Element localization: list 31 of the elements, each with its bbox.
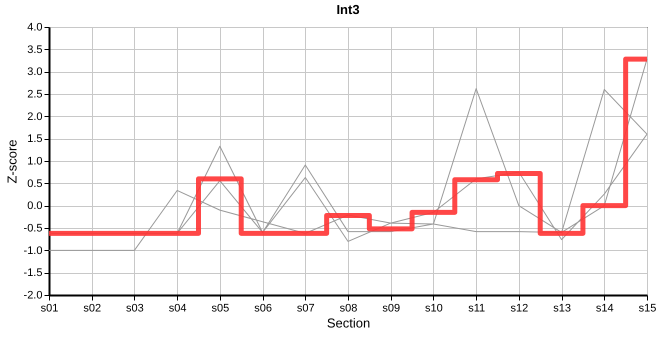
y-tick-label: 4.0 [27,22,42,34]
y-tick-label: -1.0 [24,244,42,257]
x-tick-label: s02 [83,302,102,314]
y-tick-label: -1.5 [24,267,42,280]
y-tick-label: 2.0 [27,110,42,123]
y-tick-label: 3.5 [27,44,42,56]
chart-title: Int3 [336,2,360,17]
x-tick-label: s04 [168,302,187,314]
x-tick-label: s10 [425,302,443,314]
x-tick-label: s15 [638,302,656,314]
x-tick-label: s14 [596,302,614,314]
x-tick-label: s11 [468,302,486,314]
x-tick-label: s01 [40,302,58,314]
y-tick-label: 1.5 [27,133,42,146]
y-tick-label: 0.0 [27,200,42,212]
y-axis-title: Z-score [4,139,20,184]
x-axis-title: Section [326,316,370,330]
x-tick-label: s05 [211,302,230,314]
x-tick-label: s06 [254,302,272,314]
y-tick-label: 0.5 [27,178,42,190]
x-tick-label: s03 [126,302,144,314]
y-tick-label: 2.5 [27,88,42,100]
y-tick-label: -0.5 [24,222,42,234]
x-tick-label: s12 [510,302,528,314]
y-tick-label: 3.0 [27,66,42,78]
x-tick-label: s09 [382,302,400,314]
x-tick-label: s07 [296,302,315,314]
x-tick-label: s13 [553,302,571,314]
x-tick-label: s08 [340,302,358,314]
y-tick-label: -2.0 [24,290,42,302]
y-tick-label: 1.0 [27,156,42,168]
